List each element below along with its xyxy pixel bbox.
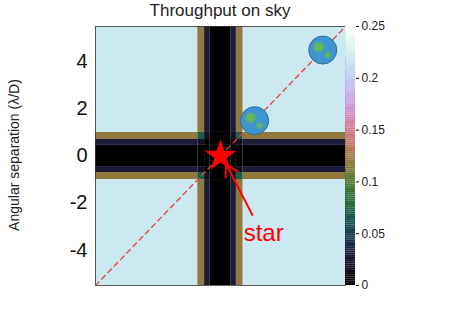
svg-text:4: 4 bbox=[76, 50, 87, 72]
svg-text:0.05: 0.05 bbox=[362, 227, 386, 241]
svg-text:0: 0 bbox=[362, 278, 369, 292]
svg-text:0.2: 0.2 bbox=[362, 71, 379, 85]
svg-text:2: 2 bbox=[76, 97, 87, 119]
svg-text:0.25: 0.25 bbox=[362, 19, 386, 33]
html-text:Angular separation (λ/D): Angular separation (λ/D) bbox=[6, 79, 22, 231]
svg-text:-4: -4 bbox=[70, 239, 88, 261]
svg-text:-2: -2 bbox=[70, 191, 88, 213]
svg-text:0.15: 0.15 bbox=[362, 123, 386, 137]
svg-text:0.1: 0.1 bbox=[362, 175, 379, 189]
html-text:Throughput on sky: Throughput on sky bbox=[149, 1, 291, 20]
svg-text:star: star bbox=[244, 219, 284, 246]
svg-text:0: 0 bbox=[76, 144, 87, 166]
